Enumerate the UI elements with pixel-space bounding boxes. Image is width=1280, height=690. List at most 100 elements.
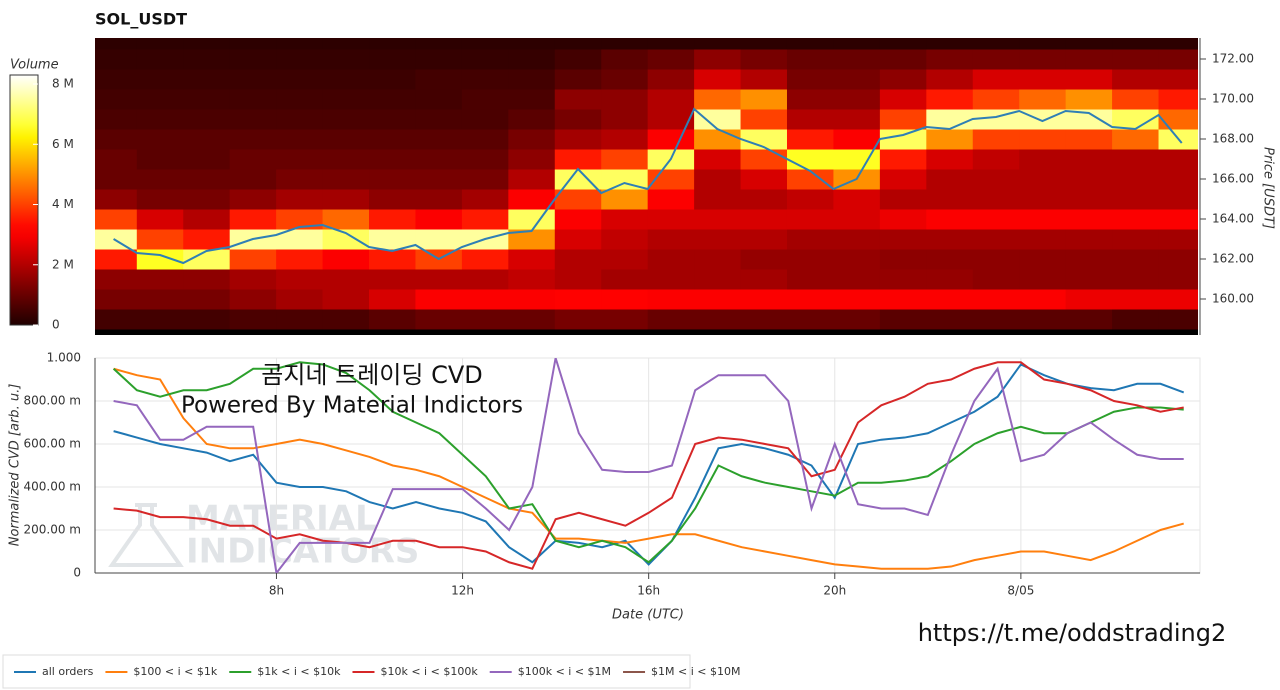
colorbar-tick-label: 0 <box>52 318 60 332</box>
heatmap-cell <box>508 38 556 50</box>
heatmap-cell <box>694 269 742 290</box>
heatmap-cell <box>136 229 184 250</box>
heatmap-cell <box>1019 69 1067 90</box>
heatmap-cell <box>95 38 138 50</box>
heatmap-cell <box>601 289 649 310</box>
heatmap-cell <box>95 289 138 310</box>
heatmap-cell <box>972 38 1020 50</box>
heatmap-cell <box>276 109 324 130</box>
heatmap-cell <box>508 109 556 130</box>
heatmap-cell <box>926 169 974 190</box>
colorbar-tick-label: 4 M <box>52 197 74 211</box>
y-tick-label: 400.00 m <box>24 480 82 494</box>
heatmap-cell <box>601 209 649 230</box>
heatmap-cell <box>694 249 742 270</box>
heatmap-cell <box>508 309 556 330</box>
heatmap-cell <box>369 189 416 210</box>
heatmap-cell <box>786 169 834 190</box>
heatmap-cell <box>229 149 277 170</box>
heatmap-cell <box>276 38 324 50</box>
y-tick-label: 600.00 m <box>24 437 82 451</box>
heatmap-cell <box>322 49 370 70</box>
heatmap-cell <box>1158 209 1198 230</box>
heatmap-cell <box>183 309 231 330</box>
heatmap-cell <box>369 169 416 190</box>
heatmap-cell <box>879 289 927 310</box>
heatmap-cell <box>879 309 927 330</box>
heatmap-cell <box>926 269 974 290</box>
heatmap-cell <box>415 289 463 310</box>
heatmap-cell <box>833 249 881 270</box>
heatmap-cell <box>554 309 602 330</box>
heatmap-cell <box>1065 129 1113 150</box>
y-axis-label: Price [USDT] <box>1261 147 1276 229</box>
heatmap-cell <box>415 269 463 290</box>
heatmap-cell <box>694 69 742 90</box>
heatmap-cell <box>926 309 974 330</box>
heatmap-cell <box>694 129 742 150</box>
y-axis-label: Normalized CVD [arb. u.] <box>8 384 23 547</box>
lines <box>112 358 1185 573</box>
heatmap-cell <box>554 289 602 310</box>
heatmap-cell <box>740 189 788 210</box>
heatmap-cell <box>833 309 881 330</box>
heatmap-cell <box>879 209 927 230</box>
heatmap-cell <box>276 249 324 270</box>
heatmap-cell <box>972 89 1020 110</box>
heatmap-cell <box>1065 89 1113 110</box>
heatmap-cell <box>508 149 556 170</box>
heatmap-cell <box>1112 129 1160 150</box>
heatmap-cell <box>1065 249 1113 270</box>
x-tick-label: 8/05 <box>1007 584 1034 598</box>
heatmap-cell <box>183 229 231 250</box>
heatmap-cell <box>601 49 649 70</box>
heatmap-cell <box>369 209 416 230</box>
heatmap-cell <box>879 249 927 270</box>
heatmap-cell <box>415 189 463 210</box>
heatmap-cell <box>786 89 834 110</box>
heatmap-cell <box>1065 169 1113 190</box>
heatmap-cell <box>183 69 231 90</box>
legend-label: $1k < i < $10k <box>257 665 341 678</box>
heatmap-cell <box>461 269 509 290</box>
heatmap-cell <box>740 149 788 170</box>
heatmap-cell <box>369 89 416 110</box>
heatmap-cell <box>740 269 788 290</box>
heatmap-cell <box>833 269 881 290</box>
heatmap-cell <box>601 249 649 270</box>
heatmap-cell <box>926 149 974 170</box>
x-tick-label: 8h <box>269 584 284 598</box>
heatmap-cell <box>694 209 742 230</box>
heatmap-cell <box>1019 269 1067 290</box>
heatmap-cell <box>322 209 370 230</box>
heatmap-cell <box>508 49 556 70</box>
heatmap-cell <box>647 189 695 210</box>
heatmap-cell <box>508 289 556 310</box>
heatmap-cell <box>740 49 788 70</box>
heatmap-cell <box>136 209 184 230</box>
heatmap-cell <box>461 189 509 210</box>
heatmap-cell <box>461 109 509 130</box>
heatmap-cell <box>554 49 602 70</box>
heatmap-cell <box>415 38 463 50</box>
legend-label: $100k < i < $1M <box>518 665 611 678</box>
heatmap-cell <box>786 289 834 310</box>
heatmap-cell <box>1019 309 1067 330</box>
heatmap-cell <box>972 49 1020 70</box>
heatmap-cell <box>508 229 556 250</box>
heatmap-cell <box>740 289 788 310</box>
heatmap-cell <box>276 89 324 110</box>
heatmap-cell <box>601 38 649 50</box>
heatmap-cell <box>95 189 138 210</box>
heatmap-cell <box>694 309 742 330</box>
heatmap-cell <box>972 189 1020 210</box>
legend-label: $10k < i < $100k <box>380 665 478 678</box>
heatmap-cell <box>183 269 231 290</box>
heatmap-cell <box>554 189 602 210</box>
heatmap-cell <box>1112 89 1160 110</box>
heatmap-cell <box>740 249 788 270</box>
heatmap-cell <box>647 129 695 150</box>
heatmap-cell <box>1112 289 1160 310</box>
heatmap-cell <box>95 209 138 230</box>
